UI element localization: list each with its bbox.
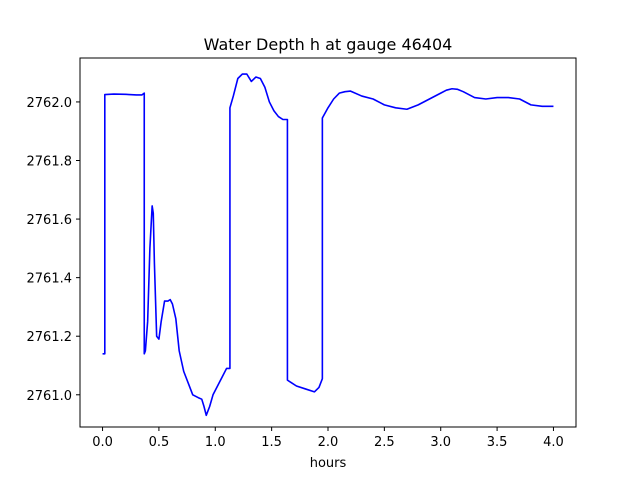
y-tick-label: 2762.0 <box>27 96 73 111</box>
x-tick-label: 0.5 <box>149 435 170 450</box>
x-axis-label: hours <box>310 456 347 471</box>
x-tick-label: 3.5 <box>487 435 508 450</box>
plot-area <box>102 73 554 417</box>
series-line-0 <box>102 73 554 417</box>
x-axis: 0.0 0.5 1.0 1.5 2.0 2.5 3.0 3.5 4.0 <box>92 427 564 450</box>
x-tick-label: 1.0 <box>205 435 226 450</box>
y-tick-label: 2761.4 <box>27 272 73 287</box>
y-tick-label: 2761.0 <box>27 389 73 404</box>
x-tick-label: 2.5 <box>374 435 395 450</box>
chart-title: Water Depth h at gauge 46404 <box>204 35 453 54</box>
x-tick-label: 2.0 <box>318 435 339 450</box>
y-tick-label: 2761.6 <box>27 213 73 228</box>
x-tick-label: 4.0 <box>543 435 564 450</box>
x-tick-label: 3.0 <box>430 435 451 450</box>
x-tick-label: 1.5 <box>261 435 282 450</box>
y-tick-label: 2761.2 <box>27 330 73 345</box>
y-axis: 2761.0 2761.2 2761.4 2761.6 2761.8 2762.0 <box>27 96 80 404</box>
y-tick-label: 2761.8 <box>27 155 73 170</box>
x-tick-label: 0.0 <box>92 435 113 450</box>
